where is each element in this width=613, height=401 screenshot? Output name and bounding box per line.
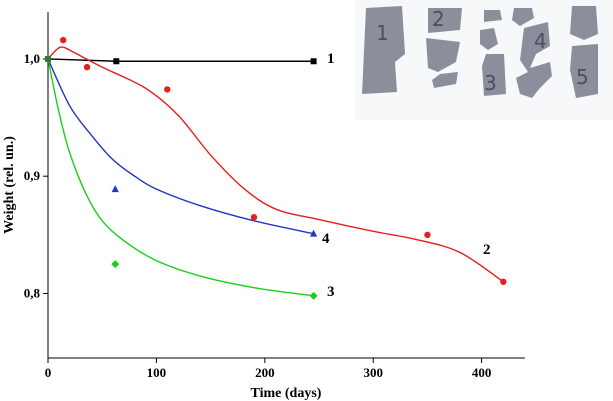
series-2-point-4 — [250, 214, 258, 221]
series-label-2: 2 — [483, 242, 491, 258]
series-2-point-6 — [500, 278, 507, 285]
sample-label-2: 2 — [432, 7, 445, 31]
series-label-1: 1 — [327, 51, 335, 67]
x-tick-label-300: 300 — [363, 365, 383, 380]
sample-strip-4 — [512, 8, 552, 98]
series-1-point-1 — [113, 58, 120, 65]
sample-strip-5 — [570, 6, 598, 98]
series-1-point-2 — [310, 58, 317, 65]
series-2-point-5 — [424, 231, 431, 239]
x-axis-title: Time (days) — [251, 386, 322, 401]
series-4-point-2 — [310, 229, 318, 237]
x-tick-label-200: 200 — [255, 365, 275, 380]
series-2-point-2 — [83, 63, 91, 71]
series-3-line — [47, 58, 314, 297]
series-3-point-1 — [111, 260, 120, 269]
sample-label-4: 4 — [534, 29, 547, 53]
sample-label-3: 3 — [484, 71, 497, 95]
series-3-point-2 — [309, 291, 318, 300]
sample-strip-1 — [362, 6, 405, 94]
y-tick-label-0: 0,8 — [24, 285, 41, 300]
series-4-line — [47, 58, 314, 235]
sample-label-1: 1 — [376, 21, 389, 45]
y-tick-label-2: 1,0 — [24, 51, 40, 66]
x-tick-label-0: 0 — [45, 365, 52, 380]
sample-photo-inset: 1 2 3 4 5 — [355, 0, 613, 120]
series-2-point-3 — [164, 86, 171, 93]
series-label-3: 3 — [327, 284, 335, 300]
y-axis-title: Weight (rel. un.) — [2, 136, 17, 234]
series-label-4: 4 — [322, 231, 330, 247]
y-tick-label-1: 0,9 — [24, 168, 41, 183]
x-tick-label-400: 400 — [472, 365, 492, 380]
axis-ticks: 0 100 200 300 400 0,8 0,9 1,0 — [24, 51, 492, 380]
sample-strip-3 — [480, 10, 506, 96]
sample-strip-2 — [426, 8, 462, 88]
series-2-line — [47, 46, 504, 283]
x-tick-label-100: 100 — [147, 365, 167, 380]
series-4-point-1 — [111, 185, 119, 193]
series-2-point-1 — [59, 36, 67, 44]
series-markers — [45, 36, 507, 300]
series-1-point-0 — [45, 55, 51, 62]
sample-label-5: 5 — [576, 65, 589, 89]
